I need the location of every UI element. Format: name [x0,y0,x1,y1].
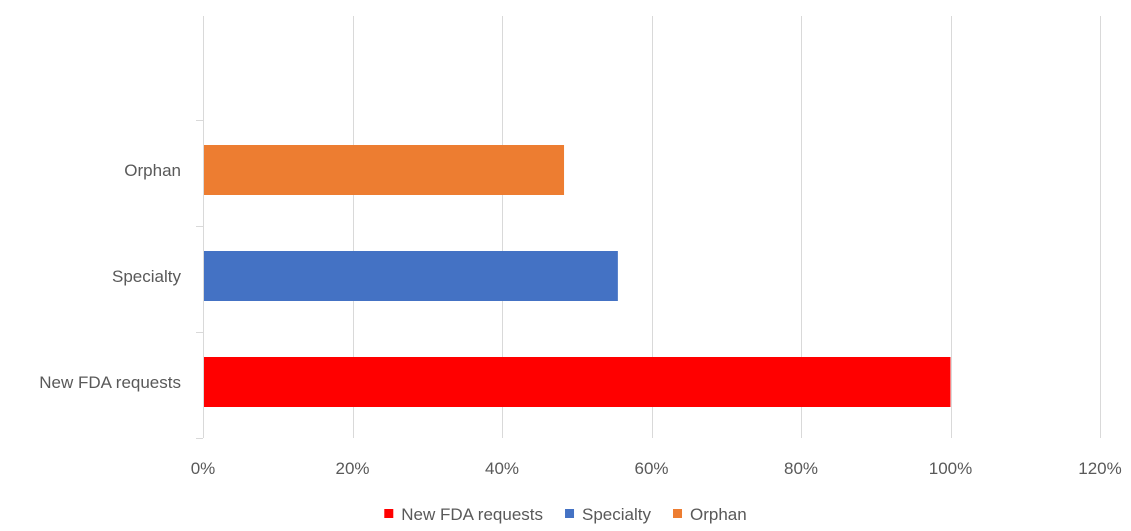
x-tick-label: 120% [1078,459,1121,478]
x-tick-label: 0% [191,459,216,478]
category-axis [196,16,204,439]
x-tick-label: 80% [784,459,818,478]
legend-swatch-specialty [565,509,575,518]
category-label-new-fda-requests: New FDA requests [39,373,181,392]
legend: New FDA requests Specialty Orphan [384,505,747,524]
legend-label-new-fda-requests: New FDA requests [401,505,543,524]
category-label-specialty: Specialty [112,267,181,286]
legend-label-orphan: Orphan [690,505,747,524]
legend-swatch-new-fda-requests [384,509,394,518]
bar-specialty [204,251,618,301]
legend-swatch-orphan [673,509,683,518]
x-tick-label: 20% [335,459,369,478]
x-tick-labels: 0% 20% 40% 60% 80% 100% 120% [191,459,1122,478]
category-label-orphan: Orphan [124,161,181,180]
category-labels: New FDA requests Specialty Orphan [39,161,181,392]
x-tick-label: 40% [485,459,519,478]
bar-new-fda-requests [204,357,951,407]
bar-orphan [204,145,565,195]
x-tick-label: 100% [929,459,972,478]
x-tick-label: 60% [634,459,668,478]
bars [204,145,951,407]
legend-label-specialty: Specialty [582,505,651,524]
